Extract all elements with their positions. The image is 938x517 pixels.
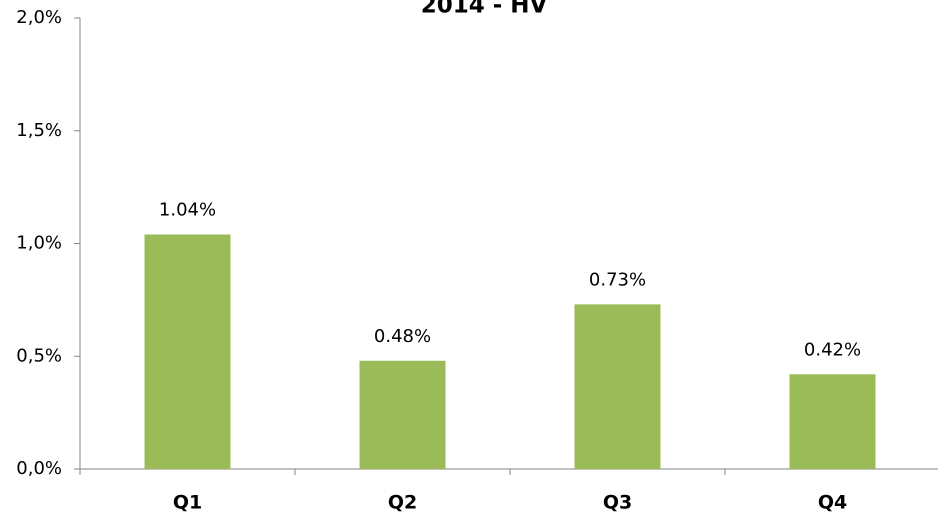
x-tick-label: Q2 [388,492,417,514]
bar [359,360,446,469]
y-tick-label: 1,0% [16,233,62,254]
y-tick-label: 0,0% [16,458,62,479]
x-tick-label: Q1 [173,492,202,514]
y-tick-label: 2,0% [16,7,62,28]
x-tick-label: Q4 [818,492,847,514]
data-label: 0.42% [804,339,861,360]
bar [789,374,876,469]
chart-title: 2014 - HV [421,0,548,19]
bar [574,304,661,469]
x-tick-label: Q3 [603,492,632,514]
bar [144,234,231,469]
data-label: 1.04% [159,199,216,220]
y-tick-label: 1,5% [16,120,62,141]
data-label: 0.73% [589,269,646,290]
data-label: 0.48% [374,326,431,347]
y-tick-label: 0,5% [16,345,62,366]
